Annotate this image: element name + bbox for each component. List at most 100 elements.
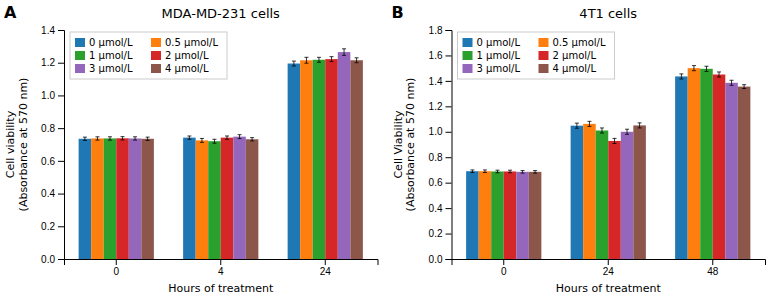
legend-label: 4 μmol/L xyxy=(165,63,209,74)
legend-item: 2 μmol/L xyxy=(539,50,597,61)
panel: 0.00.20.40.60.81.01.21.40424MDA-MD-231 c… xyxy=(4,3,378,295)
y-axis-title-line: (Absorbance at 570 nm) xyxy=(404,78,417,212)
legend-swatch xyxy=(463,38,473,47)
error-bar xyxy=(692,66,696,71)
tick-label: 0.8 xyxy=(429,152,443,163)
tick-label: 4 xyxy=(218,266,224,277)
error-bar xyxy=(717,72,721,77)
error-bar xyxy=(146,137,150,140)
legend-swatch xyxy=(151,64,161,73)
legend: 0 μmol/L0.5 μmol/L1 μmol/L2 μmol/L3 μmol… xyxy=(70,32,227,79)
legend-swatch xyxy=(463,51,473,60)
bar xyxy=(688,68,701,259)
error-bar xyxy=(187,136,191,139)
legend-label: 0.5 μmol/L xyxy=(553,37,606,48)
tick: 24 xyxy=(603,259,615,277)
error-bar xyxy=(521,171,525,174)
axis-line xyxy=(65,260,379,266)
series xyxy=(529,85,751,259)
error-bar xyxy=(638,123,642,128)
error-bar xyxy=(250,138,254,141)
tick-label: 0.0 xyxy=(41,254,55,265)
y-axis-title-line: Cell viability xyxy=(4,110,17,178)
series xyxy=(504,72,726,259)
error-bar xyxy=(704,66,708,71)
bar xyxy=(221,138,234,259)
legend-label: 3 μmol/L xyxy=(89,63,133,74)
bar xyxy=(738,87,751,259)
tick: 0.8 xyxy=(41,123,64,134)
bar xyxy=(338,52,351,259)
panel-label: A xyxy=(4,3,17,22)
legend-swatch xyxy=(539,64,549,73)
legend: 0 μmol/L 0.5 μmol/L 1 μmol/L 2 μmol/L 3 μmol… xyxy=(458,32,615,79)
legend-item: 4 μmol/L xyxy=(151,63,209,74)
tick: 1.2 xyxy=(429,101,452,112)
error-bar xyxy=(238,135,242,139)
legend-item: 1 μmol/L xyxy=(463,50,521,61)
tick-mark xyxy=(446,55,452,56)
legend-label: 0 μmol/L xyxy=(477,37,521,48)
title: 4T1 cells xyxy=(579,6,637,21)
tick-mark xyxy=(446,106,452,107)
tick: 1.8 xyxy=(429,25,452,36)
tick-label: 0.6 xyxy=(41,156,55,167)
legend-item: 1 μmol/L xyxy=(75,50,133,61)
tick-label: 1.4 xyxy=(41,25,55,36)
plot-area xyxy=(466,66,750,259)
error-bar xyxy=(83,137,87,140)
tick-mark xyxy=(446,208,452,209)
error-bar xyxy=(133,137,137,140)
legend-label: 2 μmol/L xyxy=(553,50,597,61)
legend-frame xyxy=(70,32,227,79)
bar xyxy=(596,131,609,259)
error-bar xyxy=(679,74,683,79)
bar xyxy=(91,138,104,259)
bar xyxy=(633,125,646,259)
legend-item: 0 μmol/L xyxy=(463,37,521,48)
error-bar xyxy=(212,139,216,143)
tick: 4 xyxy=(218,259,224,277)
tick-label: 1.0 xyxy=(41,90,55,101)
error-bar xyxy=(225,136,229,139)
tick: 1.0 xyxy=(429,126,452,137)
tick-label: 24 xyxy=(603,266,615,277)
bar xyxy=(608,141,621,259)
tick: 0.2 xyxy=(429,228,452,239)
error-bar xyxy=(292,61,296,66)
error-bar xyxy=(625,129,629,134)
error-bar xyxy=(742,85,746,89)
panel-label: B xyxy=(392,3,404,22)
tick: 1.4 xyxy=(429,76,452,87)
y-axis-title: Cell viability(Absorbance at 570 nm) xyxy=(4,78,30,212)
error-bar xyxy=(330,57,334,62)
tick-mark xyxy=(446,81,452,82)
legend-swatch xyxy=(539,38,549,47)
tick-label: 0 xyxy=(501,266,507,277)
x-axis-title: Hours of treatment xyxy=(556,282,662,295)
tick-mark xyxy=(58,95,64,96)
tick: 0.4 xyxy=(41,188,64,199)
error-bar xyxy=(600,128,604,133)
tick: 48 xyxy=(707,259,719,277)
tick-mark xyxy=(446,259,452,260)
tick-label: 1.0 xyxy=(429,126,443,137)
tick: 24 xyxy=(320,259,332,277)
tick-mark xyxy=(58,30,64,31)
legend-item: 3 μmol/L xyxy=(463,63,521,74)
series xyxy=(479,66,701,259)
error-bar xyxy=(304,57,308,63)
tick-mark xyxy=(58,259,64,260)
tick-mark xyxy=(712,259,713,265)
tick: 0 xyxy=(501,259,507,277)
series xyxy=(141,58,363,259)
tick-label: 0.2 xyxy=(41,221,55,232)
tick-label: 0.8 xyxy=(41,123,55,134)
legend-item: 3 μmol/L xyxy=(75,63,133,74)
error-bar xyxy=(508,170,512,173)
tick-mark xyxy=(116,259,117,265)
tick: 1.2 xyxy=(41,57,64,68)
bar xyxy=(491,171,504,259)
x-axis-title: Hours of treatment xyxy=(168,282,274,295)
tick-mark xyxy=(446,157,452,158)
